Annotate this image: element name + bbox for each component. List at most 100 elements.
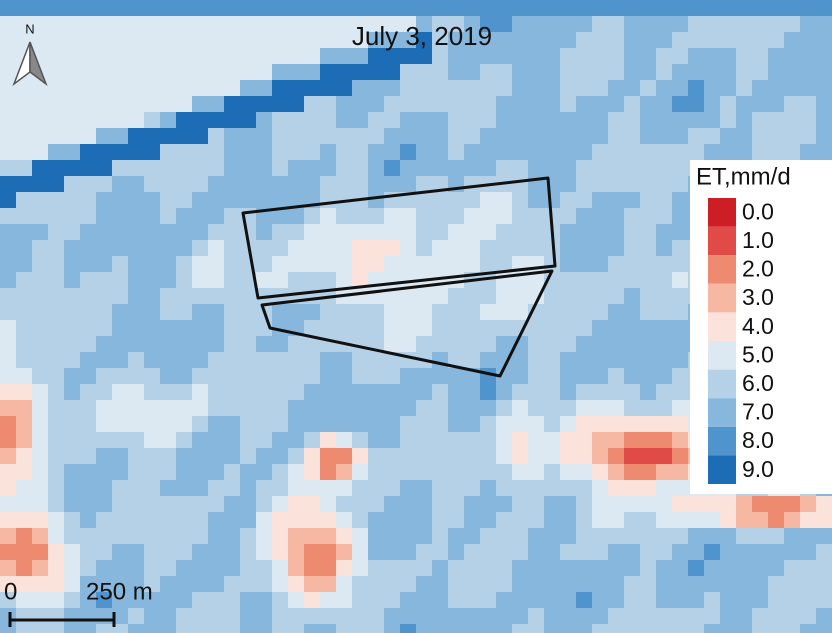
raster-cell xyxy=(80,608,97,625)
raster-cell xyxy=(208,608,225,625)
raster-cell xyxy=(160,608,177,625)
raster-cell xyxy=(336,320,353,337)
raster-cell xyxy=(0,192,17,209)
raster-cell xyxy=(560,592,577,609)
raster-cell xyxy=(576,384,593,401)
raster-cell xyxy=(256,240,273,257)
raster-cell xyxy=(400,480,417,497)
raster-cell xyxy=(144,16,161,33)
raster-cell xyxy=(176,208,193,225)
raster-cell xyxy=(416,384,433,401)
raster-cell xyxy=(784,528,801,545)
raster-cell xyxy=(512,448,529,465)
raster-cell xyxy=(192,288,209,305)
raster-cell xyxy=(672,368,689,385)
raster-cell xyxy=(656,608,673,625)
raster-cell xyxy=(512,0,529,17)
raster-cell xyxy=(560,352,577,369)
raster-cell xyxy=(656,192,673,209)
raster-cell xyxy=(768,112,785,129)
raster-cell xyxy=(304,320,321,337)
raster-cell xyxy=(400,320,417,337)
raster-cell xyxy=(336,208,353,225)
raster-cell xyxy=(576,80,593,97)
raster-cell xyxy=(528,224,545,241)
raster-cell xyxy=(128,624,145,633)
raster-cell xyxy=(352,0,369,17)
raster-cell xyxy=(16,208,33,225)
raster-cell xyxy=(16,496,33,513)
raster-cell xyxy=(608,320,625,337)
raster-cell xyxy=(304,0,321,17)
raster-cell xyxy=(512,304,529,321)
raster-cell xyxy=(128,544,145,561)
raster-cell xyxy=(336,64,353,81)
raster-cell xyxy=(640,208,657,225)
raster-cell xyxy=(240,320,257,337)
raster-cell xyxy=(352,144,369,161)
raster-cell xyxy=(128,352,145,369)
raster-cell xyxy=(112,416,129,433)
raster-cell xyxy=(528,368,545,385)
raster-cell xyxy=(592,32,609,49)
raster-cell xyxy=(480,608,497,625)
raster-cell xyxy=(384,448,401,465)
raster-cell xyxy=(304,576,321,593)
raster-cell xyxy=(96,32,113,49)
raster-cell xyxy=(624,592,641,609)
raster-cell xyxy=(272,400,289,417)
raster-cell xyxy=(800,608,817,625)
raster-cell xyxy=(784,48,801,65)
page: {"map": { "title": "July 3, 2019", "nort… xyxy=(0,0,832,633)
raster-cell xyxy=(768,0,785,17)
raster-cell xyxy=(624,32,641,49)
raster-cell xyxy=(304,96,321,113)
raster-cell xyxy=(400,288,417,305)
raster-cell xyxy=(144,608,161,625)
raster-cell xyxy=(304,624,321,633)
raster-cell xyxy=(592,608,609,625)
raster-cell xyxy=(608,64,625,81)
raster-cell xyxy=(480,416,497,433)
raster-cell xyxy=(192,224,209,241)
raster-cell xyxy=(400,112,417,129)
raster-cell xyxy=(32,144,49,161)
raster-cell xyxy=(768,144,785,161)
raster-cell xyxy=(592,448,609,465)
raster-cell xyxy=(272,144,289,161)
raster-cell xyxy=(400,160,417,177)
raster-cell xyxy=(512,240,529,257)
raster-cell xyxy=(176,48,193,65)
raster-cell xyxy=(464,128,481,145)
raster-cell xyxy=(432,0,449,17)
raster-cell xyxy=(16,336,33,353)
raster-cell xyxy=(192,0,209,17)
raster-cell xyxy=(256,352,273,369)
raster-cell xyxy=(272,192,289,209)
raster-cell xyxy=(128,208,145,225)
raster-cell xyxy=(432,192,449,209)
raster-cell xyxy=(64,256,81,273)
raster-cell xyxy=(672,528,689,545)
raster-cell xyxy=(256,608,273,625)
raster-cell xyxy=(144,432,161,449)
raster-cell xyxy=(112,288,129,305)
raster-cell xyxy=(192,480,209,497)
raster-cell xyxy=(336,432,353,449)
raster-cell xyxy=(336,480,353,497)
raster-cell xyxy=(336,48,353,65)
raster-cell xyxy=(496,384,513,401)
raster-cell xyxy=(608,448,625,465)
raster-cell xyxy=(256,560,273,577)
raster-cell xyxy=(656,272,673,289)
raster-cell xyxy=(512,128,529,145)
raster-cell xyxy=(208,208,225,225)
raster-cell xyxy=(0,0,17,17)
raster-cell xyxy=(608,624,625,633)
raster-cell xyxy=(384,96,401,113)
raster-cell xyxy=(208,80,225,97)
raster-cell xyxy=(560,160,577,177)
raster-cell xyxy=(704,32,721,49)
raster-cell xyxy=(32,528,49,545)
raster-cell xyxy=(624,544,641,561)
